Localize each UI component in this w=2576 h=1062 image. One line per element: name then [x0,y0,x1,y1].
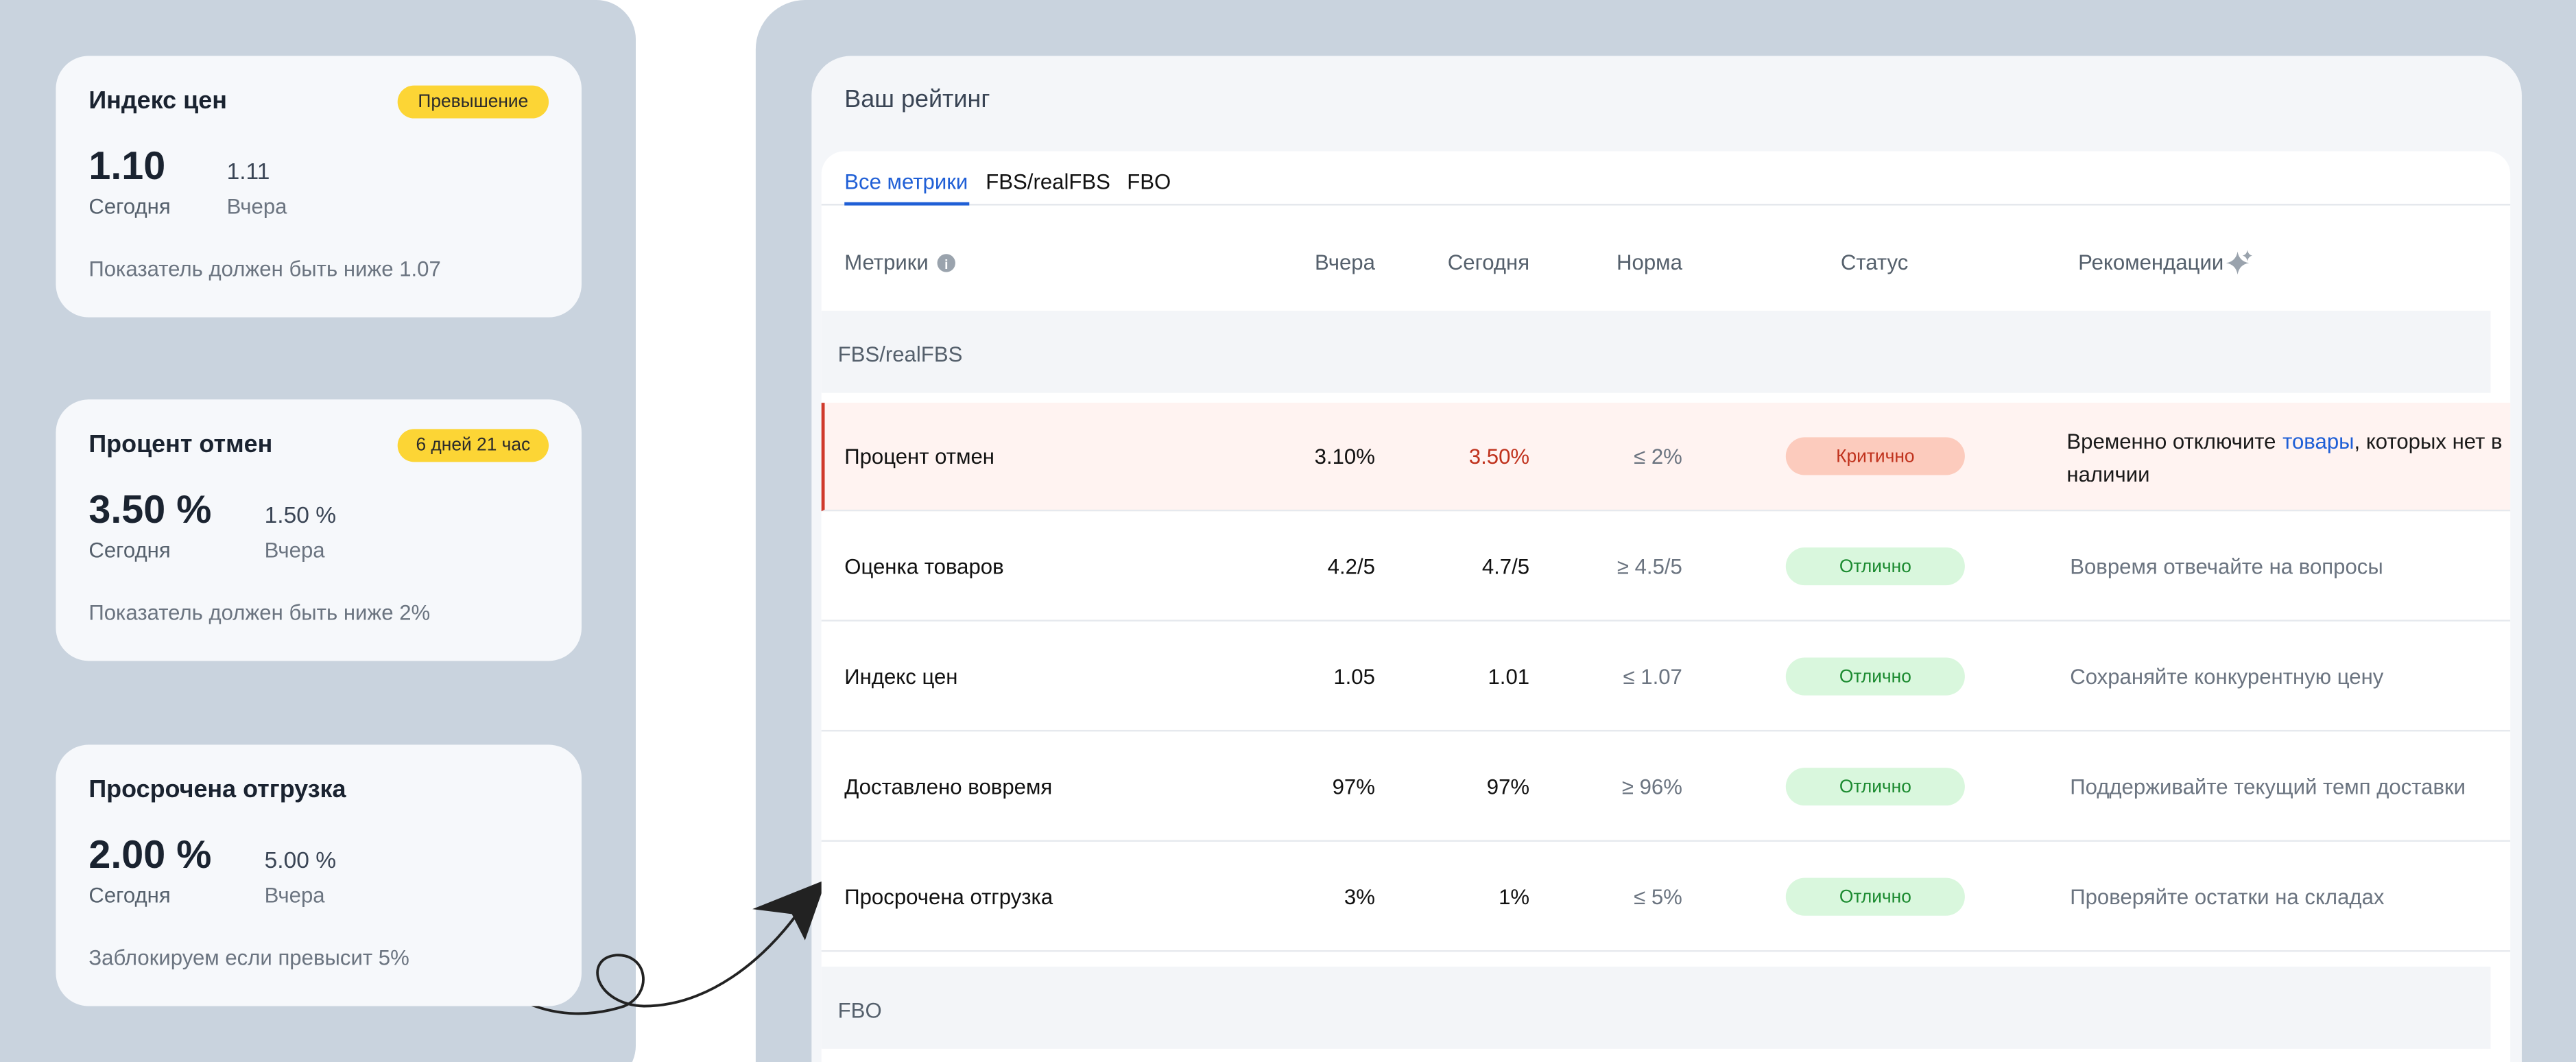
status-pill: Отлично [1785,547,1965,586]
column-header: Статус [1840,250,1909,275]
yesterday-value: 1.50 % [264,501,337,528]
panel-title: Ваш рейтинг [844,85,990,114]
yesterday-cell: 3% [1344,884,1375,910]
yesterday-cell: 3.10% [1314,444,1375,469]
column-header: Вчера [1315,250,1375,275]
recommendation: Проверяйте остатки на складах [2070,884,2385,910]
card-title: Индекс цен [88,87,227,115]
metric-name: Доставлено вовремя [844,774,1053,799]
card-note: Показатель должен быть ниже 1.07 [88,256,441,281]
recommendation: Временно отключите товары, которых нет в … [2066,426,2507,492]
card-badge: Превышение [397,85,549,119]
norm-cell: ≥ 4.5/5 [1617,554,1682,579]
group-name: FBS/realFBS [837,342,963,367]
status-pill: Отлично [1785,657,1965,696]
status-pill: Отлично [1785,768,1965,806]
card-badge: 6 дней 21 час [397,429,549,462]
group-name: FBO [837,998,882,1023]
norm-cell: ≤ 5% [1634,884,1682,910]
arrow-head [752,880,826,941]
norm-cell: ≤ 2% [1634,444,1682,469]
recommendation: Поддерживайте текущий темп доставки [2070,774,2466,799]
tab[interactable]: Все метрики [844,169,968,194]
yesterday-value: 1.11 [226,158,270,185]
status-pill: Критично [1785,437,1965,475]
card-title: Процент отмен [88,430,273,459]
group-row [821,967,2491,1049]
metric-name: Просрочена отгрузка [844,884,1053,910]
tab[interactable]: FBO [1127,169,1171,194]
tab[interactable]: FBS/realFBS [986,169,1110,194]
table-row [821,843,2511,952]
today-label: Сегодня [88,537,171,563]
recommendation-link[interactable]: товары [2282,429,2354,454]
metric-card [56,744,582,1006]
tabs-divider [821,204,2511,206]
today-cell: 1.01 [1488,664,1530,689]
card-note: Показатель должен быть ниже 2% [88,600,431,625]
recommendation: Вовремя отвечайте на вопросы [2070,554,2383,579]
metric-name: Индекс цен [844,664,958,689]
group-row [821,310,2491,393]
today-cell: 1% [1499,884,1530,910]
column-header: Сегодня [1447,250,1530,275]
recommendation-text: , которых нет в наличии [2066,429,2503,487]
column-header: Норма [1617,250,1682,275]
yesterday-label: Вчера [264,882,325,908]
yesterday-cell: 97% [1332,774,1375,799]
column-header: Рекомендации [2078,250,2224,275]
metric-name: Процент отмен [844,444,995,469]
card-note: Заблокируем если превысит 5% [88,945,409,970]
table-row [821,512,2511,622]
yesterday-label: Вчера [226,193,287,219]
info-icon-glyph: i [944,258,948,272]
today-cell: 3.50% [1468,444,1530,469]
today-label: Сегодня [88,193,171,219]
today-cell: 97% [1486,774,1530,799]
table-row [821,623,2511,732]
today-value: 2.00 % [88,833,212,878]
info-icon [937,254,955,272]
today-cell: 4.7/5 [1481,554,1530,579]
yesterday-value: 5.00 % [264,847,337,873]
table-row [821,733,2511,842]
active-tab-underline [844,202,970,206]
today-label: Сегодня [88,882,171,908]
status-pill: Отлично [1785,877,1965,916]
card-title: Просрочена отгрузка [88,776,346,804]
yesterday-cell: 4.2/5 [1327,554,1375,579]
recommendation: Сохраняйте конкурентную цену [2070,664,2384,689]
today-value: 3.50 % [88,488,212,533]
norm-cell: ≤ 1.07 [1623,664,1682,689]
yesterday-cell: 1.05 [1333,664,1375,689]
norm-cell: ≥ 96% [1621,774,1682,799]
table-row [821,403,2511,512]
recommendation-text: Временно отключите [2066,429,2276,454]
yesterday-label: Вчера [264,537,325,563]
column-header: Метрики [844,250,929,275]
arrow [452,906,803,1015]
sparkle-icon [2226,250,2253,275]
today-value: 1.10 [88,144,166,189]
metric-name: Оценка товаров [844,554,1004,579]
